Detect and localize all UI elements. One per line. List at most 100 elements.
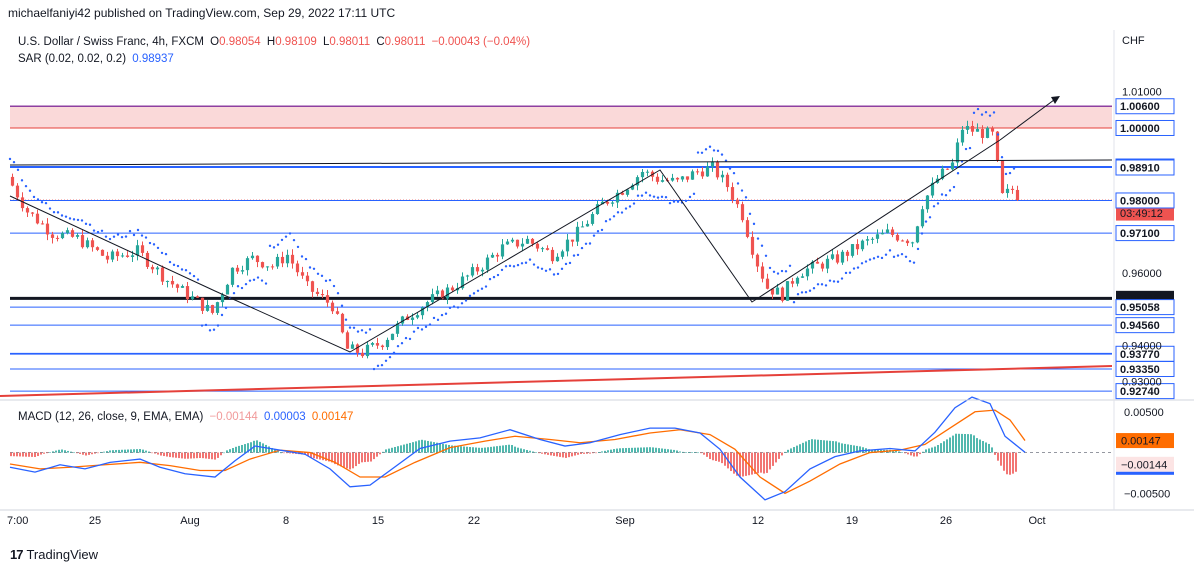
sar-dot (504, 265, 508, 268)
candle-body (660, 180, 665, 182)
candle-body (890, 229, 895, 235)
candle-body (215, 302, 220, 313)
candle-body (560, 251, 565, 257)
macd-histogram-bar (550, 452, 552, 456)
level-label-box-8 (1115, 299, 1175, 316)
candle-body (585, 223, 590, 227)
sar-dot (188, 272, 192, 275)
candle-body (270, 266, 275, 268)
macd-histogram-bar (505, 445, 507, 453)
sar-dot (432, 316, 436, 320)
candle-body (250, 255, 255, 259)
macd-histogram-bar (955, 433, 957, 453)
macd-histogram-bar (67, 450, 69, 453)
symbol-title[interactable]: U.S. Dollar / Swiss Franc, 4h, FXCM (18, 36, 204, 48)
macd-histogram-bar (175, 452, 177, 458)
macd-histogram-bar (898, 451, 900, 453)
sar-dot (284, 235, 288, 238)
macd-histogram-bar (673, 449, 675, 453)
macd-histogram-bar (40, 452, 42, 455)
macd-histogram-bar (25, 452, 27, 457)
macd-histogram-bar (658, 448, 660, 453)
macd-histogram-bar (382, 451, 384, 453)
macd-histogram-bar (226, 450, 228, 453)
sar-dot (124, 235, 128, 238)
candle-body (350, 344, 355, 349)
sar-dot (312, 267, 316, 271)
macd-histogram-bar (439, 443, 441, 453)
macd-line (9, 396, 1026, 501)
projection-path (9, 139, 1001, 353)
macd-label[interactable]: MACD (12, 26, close, 9, EMA, EMA) (18, 411, 204, 423)
macd-histogram-bar (421, 439, 423, 453)
macd-histogram-bar (292, 452, 294, 454)
time-tick-10: Oct (1028, 515, 1045, 527)
macd-histogram-bar (949, 437, 951, 453)
macd-histogram-bar (745, 452, 747, 476)
macd-histogram-bar (403, 444, 405, 453)
sar-dot (788, 264, 792, 267)
low-label: L (323, 36, 330, 48)
candle-body (360, 352, 365, 357)
sar-dot (408, 337, 412, 341)
macd-histogram-bar (490, 446, 492, 453)
sar-dot (8, 157, 12, 161)
level-label-8: 0.95058 (1120, 302, 1160, 314)
candle-body (400, 316, 405, 324)
candle-body (635, 177, 640, 186)
candle-body (760, 266, 765, 279)
level-label-box-9 (1115, 317, 1175, 334)
macd-histogram-bar (916, 452, 918, 457)
sar-dot (180, 268, 184, 271)
sar-label[interactable]: SAR (0.02, 0.02, 0.2) (18, 53, 127, 65)
macd-histogram-bar (493, 446, 495, 453)
candle-body (640, 171, 645, 178)
sar-dot (204, 323, 208, 327)
macd-histogram-bar (691, 452, 693, 453)
macd-histogram-bar (97, 452, 99, 454)
low-value: 0.98011 (329, 36, 371, 48)
candle-body (45, 223, 50, 235)
candle-body (680, 176, 685, 180)
sar-dot (868, 258, 872, 261)
sar-dot (972, 111, 976, 115)
sar-dot (360, 329, 364, 332)
macd-histogram-bar (976, 438, 978, 453)
candle-body (865, 239, 870, 241)
macd-histogram-bar (904, 452, 906, 454)
sar-dot (560, 267, 564, 271)
tradingview-logo[interactable]: 17 TradingView (10, 547, 98, 562)
macd-histogram-bar (580, 452, 582, 454)
sar-dot (524, 261, 528, 264)
sar-value: 0.98937 (132, 53, 174, 65)
macd-histogram-bar (724, 452, 726, 466)
macd-histogram-bar (862, 447, 864, 453)
macd-histogram-bar (157, 452, 159, 455)
sar-dot (532, 263, 536, 266)
candle-body (675, 177, 680, 180)
macd-histogram-bar (241, 444, 243, 453)
sar-dot (156, 246, 160, 250)
sar-dot (492, 275, 496, 279)
sar-dot (196, 278, 200, 281)
macd-histogram-bar (964, 434, 966, 453)
sar-dot (40, 201, 44, 204)
candle-body (930, 182, 935, 196)
sar-dot (1004, 172, 1008, 176)
candle-body (460, 276, 465, 289)
sar-dot (452, 305, 456, 308)
sar-dot (856, 266, 860, 269)
macd-histogram-bar (232, 447, 234, 453)
candle-body (580, 226, 585, 228)
sar-dot (520, 262, 524, 265)
candle-body (480, 269, 485, 272)
macd-histogram-bar (772, 452, 774, 466)
publisher-line: michaelfaniyi42 published on TradingView… (8, 6, 396, 20)
sar-dot (528, 258, 532, 261)
macd-histogram-bar (82, 452, 84, 455)
sar-dot (636, 194, 640, 197)
candle-body (300, 272, 305, 276)
candle-body (765, 278, 770, 289)
